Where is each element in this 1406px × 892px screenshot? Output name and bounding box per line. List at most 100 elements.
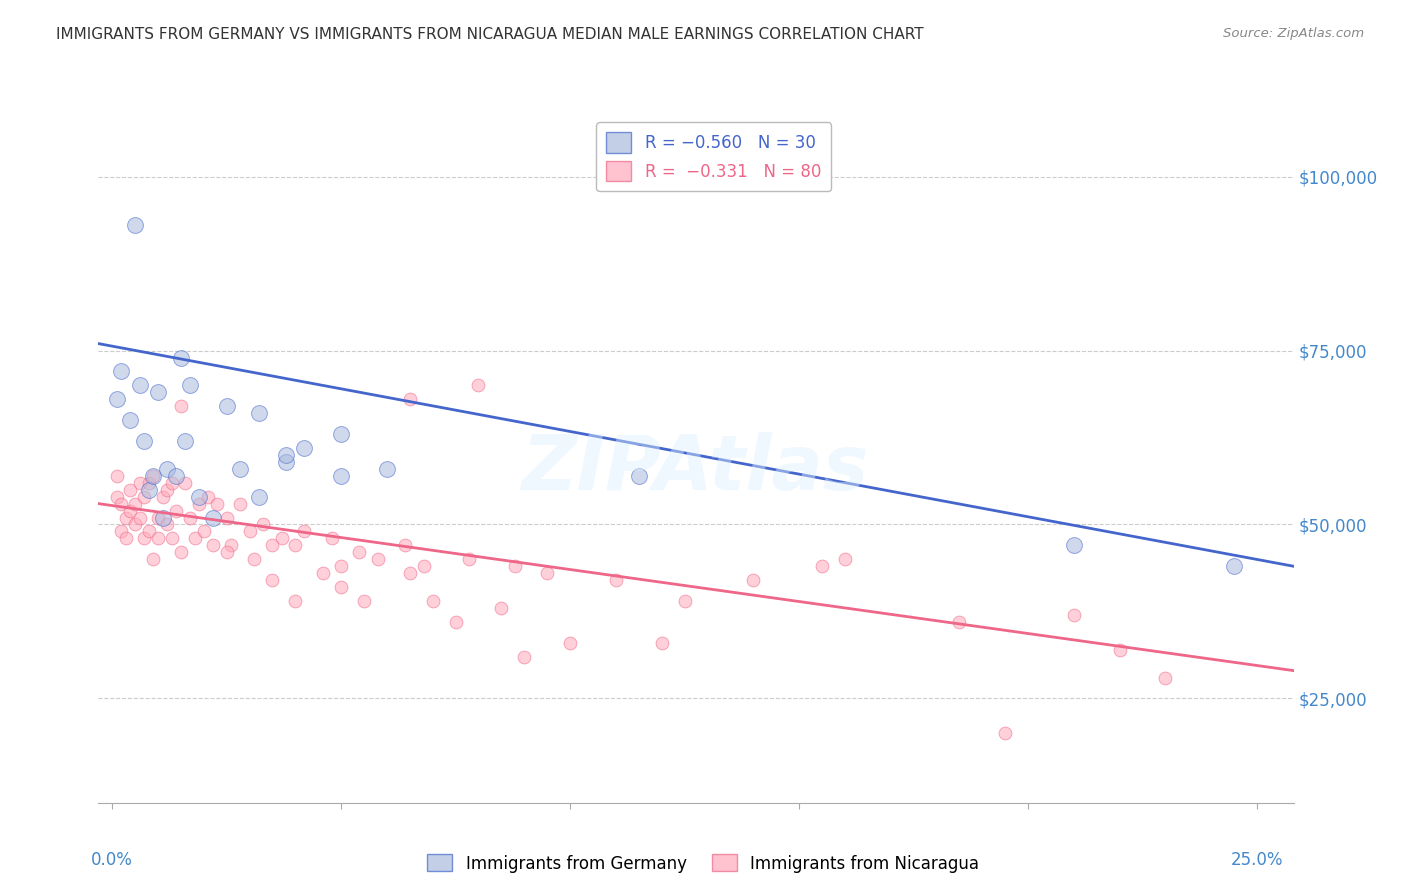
Point xyxy=(229,462,252,476)
Point xyxy=(605,573,627,587)
Point xyxy=(330,427,353,442)
Point xyxy=(170,545,193,559)
Point xyxy=(467,378,489,392)
Point xyxy=(1223,559,1246,574)
Point xyxy=(398,566,420,581)
Point xyxy=(120,483,142,497)
Point xyxy=(252,517,274,532)
Point xyxy=(152,510,174,524)
Point xyxy=(138,475,160,490)
Point xyxy=(238,524,260,539)
Point xyxy=(270,532,292,546)
Point xyxy=(207,497,229,511)
Point xyxy=(215,545,238,559)
Point xyxy=(811,559,834,574)
Point xyxy=(375,462,398,476)
Point xyxy=(312,566,335,581)
Point xyxy=(284,594,307,608)
Point xyxy=(188,490,211,504)
Point xyxy=(673,594,696,608)
Point xyxy=(193,524,215,539)
Point xyxy=(330,580,353,594)
Point xyxy=(188,497,211,511)
Point xyxy=(513,649,536,664)
Legend: R = −0.560   N = 30, R =  −0.331   N = 80: R = −0.560 N = 30, R = −0.331 N = 80 xyxy=(596,122,831,191)
Point xyxy=(558,636,581,650)
Point xyxy=(138,483,160,497)
Point xyxy=(124,219,146,233)
Point xyxy=(105,468,128,483)
Point xyxy=(330,559,353,574)
Point xyxy=(229,497,252,511)
Point xyxy=(367,552,389,566)
Point xyxy=(1154,671,1177,685)
Point xyxy=(170,399,193,413)
Point xyxy=(124,517,146,532)
Point xyxy=(120,413,142,427)
Point xyxy=(105,490,128,504)
Point xyxy=(321,532,343,546)
Point xyxy=(503,559,526,574)
Point xyxy=(353,594,375,608)
Point xyxy=(128,510,150,524)
Point xyxy=(994,726,1017,740)
Point xyxy=(276,448,298,462)
Point xyxy=(651,636,673,650)
Point xyxy=(138,524,160,539)
Point xyxy=(948,615,970,629)
Point xyxy=(170,351,193,365)
Point xyxy=(262,573,284,587)
Point xyxy=(146,532,169,546)
Point xyxy=(174,434,197,448)
Point xyxy=(134,490,156,504)
Point xyxy=(165,503,187,517)
Point xyxy=(247,490,270,504)
Point xyxy=(146,385,169,400)
Point xyxy=(247,406,270,420)
Point xyxy=(156,483,179,497)
Point xyxy=(110,497,132,511)
Point xyxy=(458,552,481,566)
Point xyxy=(1063,538,1085,552)
Point xyxy=(165,468,187,483)
Point xyxy=(128,475,150,490)
Point xyxy=(160,475,183,490)
Point xyxy=(284,538,307,552)
Point xyxy=(142,468,165,483)
Point xyxy=(134,434,156,448)
Point xyxy=(197,490,219,504)
Point xyxy=(146,510,169,524)
Point xyxy=(627,468,650,483)
Point xyxy=(142,552,165,566)
Point xyxy=(134,532,156,546)
Point xyxy=(215,510,238,524)
Point xyxy=(215,399,238,413)
Point xyxy=(294,441,316,455)
Point xyxy=(110,364,132,378)
Legend: Immigrants from Germany, Immigrants from Nicaragua: Immigrants from Germany, Immigrants from… xyxy=(420,847,986,880)
Text: Source: ZipAtlas.com: Source: ZipAtlas.com xyxy=(1223,27,1364,40)
Point xyxy=(105,392,128,407)
Point xyxy=(330,468,353,483)
Point xyxy=(262,538,284,552)
Point xyxy=(142,468,165,483)
Point xyxy=(394,538,416,552)
Point xyxy=(276,455,298,469)
Point xyxy=(115,510,138,524)
Point xyxy=(412,559,434,574)
Point xyxy=(1108,642,1130,657)
Point xyxy=(183,532,205,546)
Point xyxy=(152,490,174,504)
Point xyxy=(294,524,316,539)
Point xyxy=(174,475,197,490)
Point xyxy=(120,503,142,517)
Point xyxy=(156,517,179,532)
Text: 25.0%: 25.0% xyxy=(1230,852,1284,870)
Point xyxy=(742,573,765,587)
Point xyxy=(444,615,467,629)
Point xyxy=(201,538,224,552)
Point xyxy=(179,510,201,524)
Text: 0.0%: 0.0% xyxy=(91,852,134,870)
Point xyxy=(219,538,242,552)
Point xyxy=(834,552,856,566)
